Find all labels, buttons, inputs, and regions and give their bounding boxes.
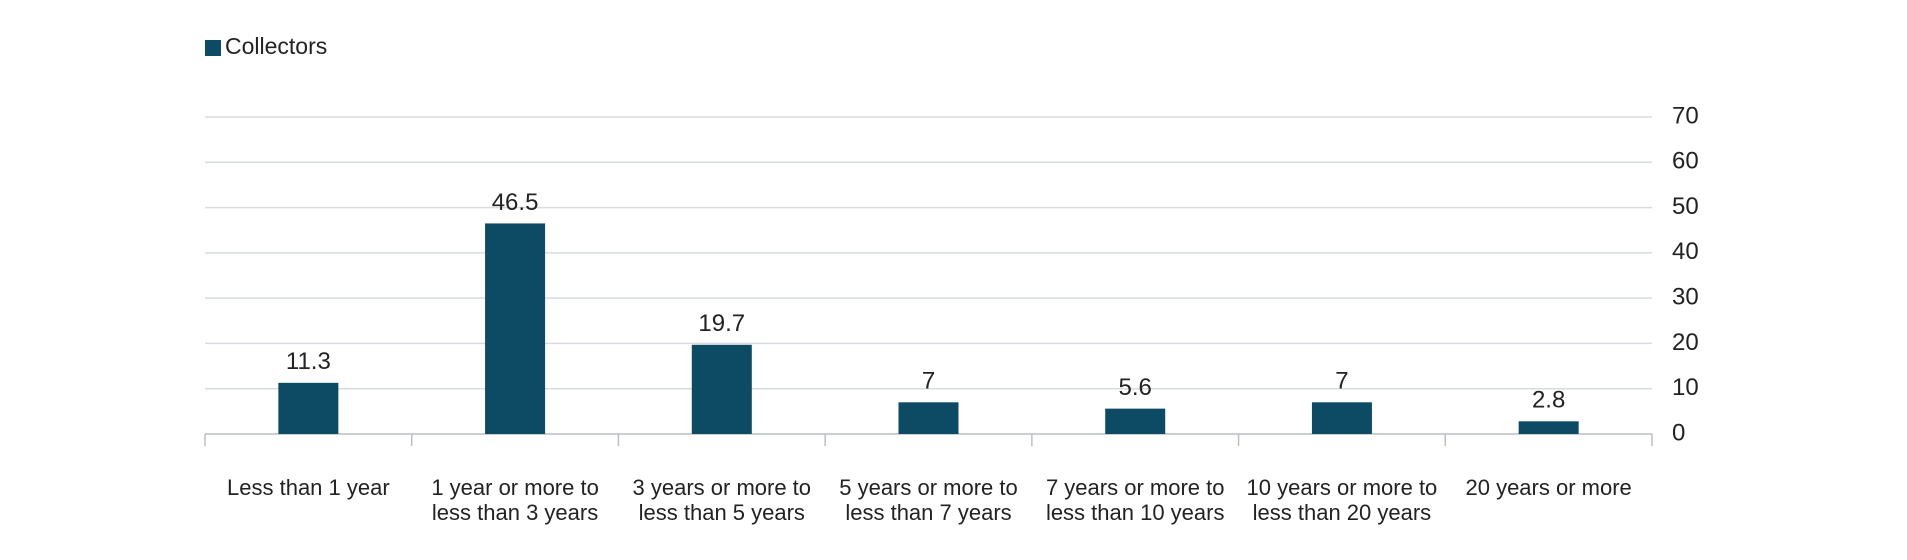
value-label: 5.6	[1119, 374, 1152, 401]
bar	[1311, 402, 1372, 434]
y-tick-label: 70	[1672, 102, 1699, 129]
x-tick-label: 3 years or more to less than 5 years	[633, 475, 812, 525]
bar	[1105, 408, 1166, 434]
y-tick-label: 40	[1672, 238, 1699, 265]
value-label: 19.7	[698, 310, 745, 337]
bar	[278, 382, 339, 434]
value-label: 7	[922, 368, 935, 395]
y-tick-label: 0	[1672, 419, 1685, 446]
y-tick-label: 10	[1672, 374, 1699, 401]
value-label: 2.8	[1532, 387, 1565, 414]
legend-swatch	[205, 40, 221, 56]
y-tick-label: 30	[1672, 283, 1699, 310]
bar	[485, 223, 546, 434]
x-tick-label: 20 years or more	[1465, 475, 1631, 500]
x-tick-label: 5 years or more to less than 7 years	[839, 475, 1018, 525]
value-label: 46.5	[492, 189, 539, 216]
x-tick-label: Less than 1 year	[227, 475, 390, 500]
value-label: 11.3	[286, 348, 331, 375]
bar	[898, 402, 959, 434]
legend-label: Collectors	[225, 33, 327, 59]
x-tick-label: 1 year or more to less than 3 years	[431, 475, 599, 525]
bar	[1518, 421, 1579, 434]
value-label: 7	[1335, 368, 1348, 395]
x-tick-label: 7 years or more to less than 10 years	[1046, 475, 1225, 525]
bar	[691, 344, 752, 434]
y-tick-label: 60	[1672, 148, 1699, 175]
x-tick-label: 10 years or more to less than 20 years	[1247, 475, 1438, 525]
y-tick-label: 50	[1672, 193, 1699, 220]
y-tick-label: 20	[1672, 329, 1699, 356]
